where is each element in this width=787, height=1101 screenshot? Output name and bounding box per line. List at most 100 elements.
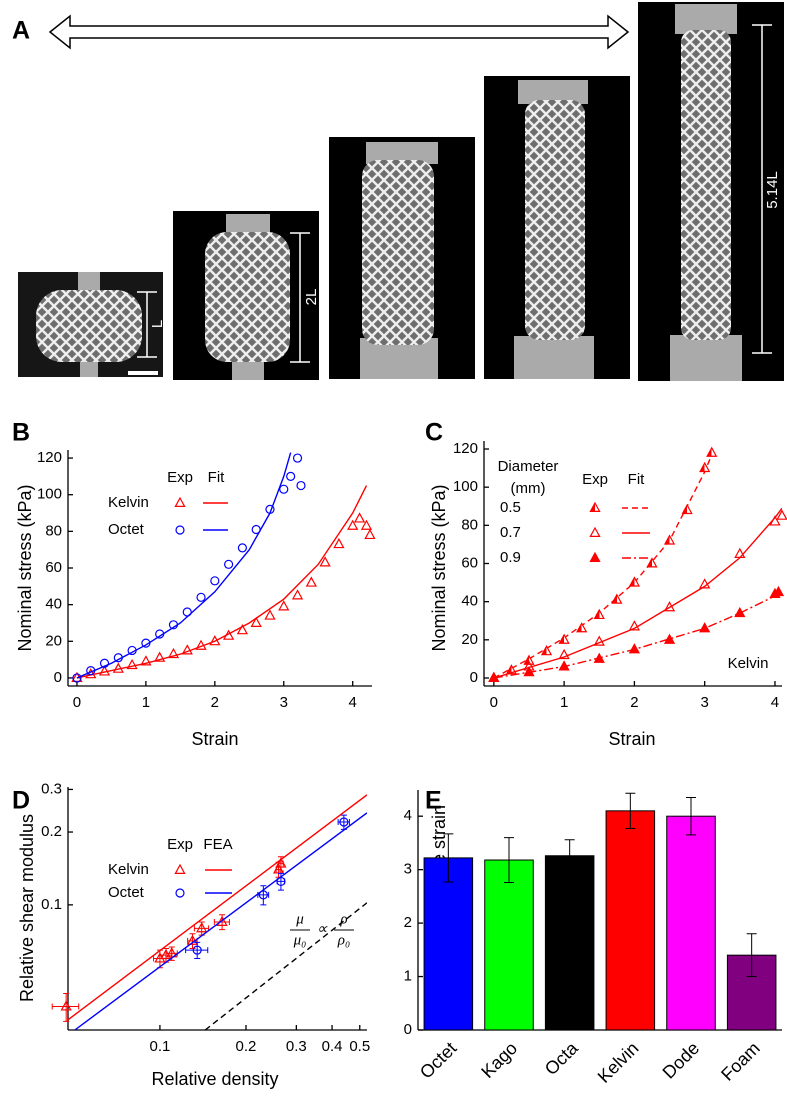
marker (681, 503, 693, 515)
photo (484, 76, 630, 379)
marker (291, 589, 304, 600)
marker (276, 876, 286, 887)
panel-label: C (425, 419, 443, 447)
legend-header: Exp (167, 469, 193, 486)
marker (210, 576, 220, 586)
legend-header: Exp (582, 471, 608, 488)
marker (523, 666, 535, 677)
x-tick-label: 0.4 (322, 1038, 343, 1055)
x-tick-label: Kelvin (594, 1038, 643, 1087)
error-bar (63, 993, 70, 1022)
marker (663, 534, 676, 545)
marker (264, 609, 276, 620)
x-tick-label: 0.2 (236, 1038, 257, 1055)
reference-line (204, 902, 367, 1030)
marker (168, 620, 179, 630)
marker (333, 537, 345, 549)
marker (224, 559, 234, 569)
y-axis-label: Relative shear modulus (17, 814, 37, 1002)
marker (126, 658, 138, 670)
x-tick-label: 0.3 (286, 1038, 307, 1055)
marker (196, 922, 208, 933)
x-tick-label: 2 (211, 694, 219, 711)
marker (699, 622, 711, 633)
marker (166, 947, 178, 958)
marker (237, 543, 248, 553)
error-bar (686, 796, 696, 836)
legend-label: Octet (108, 884, 145, 901)
marker (292, 453, 303, 463)
legend-marker (174, 496, 186, 507)
marker (112, 662, 124, 673)
marker (772, 585, 785, 597)
x-tick-label: Dode (659, 1038, 704, 1083)
legend-label: Kelvin (108, 494, 149, 511)
legend-label: 0.5 (500, 499, 521, 516)
y-tick-label: 0.1 (41, 896, 62, 913)
legend-label: Octet (108, 521, 145, 538)
marker (236, 624, 249, 635)
photo (173, 211, 319, 380)
marker (155, 629, 165, 639)
error-bar (564, 839, 575, 873)
formula: μ (295, 911, 304, 927)
panel-label: D (12, 787, 30, 815)
error-bar (185, 947, 209, 954)
marker (593, 635, 605, 646)
y-tick-label: 120 (453, 440, 478, 457)
y-tick-label: 100 (453, 478, 478, 495)
marker (628, 620, 641, 631)
x-tick-label: 1 (142, 694, 150, 711)
formula: ∝ (317, 921, 328, 937)
marker (251, 524, 261, 535)
x-tick-label: Octa (541, 1037, 583, 1079)
marker (488, 671, 500, 682)
x-tick-label: 4 (349, 694, 357, 711)
legend-marker (175, 888, 185, 898)
y-tick-label: 20 (461, 631, 478, 648)
marker (127, 645, 137, 656)
y-tick-label: 0 (54, 669, 62, 686)
legend-label: Kelvin (108, 861, 149, 878)
x-tick-label: 3 (280, 694, 288, 711)
x-axis-label: Relative density (151, 1069, 278, 1089)
formula: μ₀ (293, 932, 307, 948)
photo (638, 2, 784, 381)
x-tick-label: Octet (416, 1038, 461, 1083)
bar (544, 855, 595, 1031)
marker (154, 651, 166, 662)
marker (540, 645, 553, 656)
legend-header: Fit (628, 471, 645, 488)
x-tick-label: 3 (701, 694, 709, 711)
marker (523, 654, 535, 665)
marker (275, 857, 287, 868)
x-tick-label: 0 (490, 694, 498, 711)
marker (195, 639, 207, 650)
y-tick-label: 80 (45, 522, 62, 539)
marker (611, 593, 623, 604)
y-tick-label: 2 (404, 914, 412, 931)
fit-line (76, 485, 368, 679)
x-tick-label: Kago (477, 1038, 521, 1082)
legend-title: (mm) (511, 480, 546, 497)
annotation: Kelvin (728, 655, 769, 672)
fit-line (74, 812, 367, 1030)
x-tick-label: 4 (771, 694, 779, 711)
legend-marker (175, 525, 185, 535)
error-bar (746, 933, 757, 978)
legend-label: 0.7 (500, 524, 521, 541)
legend-marker (589, 526, 601, 537)
marker (628, 576, 641, 587)
error-bar (625, 792, 636, 829)
marker (279, 484, 289, 494)
marker (181, 644, 193, 655)
y-tick-label: 0.2 (41, 823, 62, 840)
y-tick-label: 20 (45, 632, 62, 649)
legend-header: FEA (203, 836, 232, 853)
marker (776, 509, 787, 520)
marker (769, 515, 781, 526)
marker (99, 658, 110, 668)
photo (18, 272, 163, 377)
marker (182, 607, 192, 617)
